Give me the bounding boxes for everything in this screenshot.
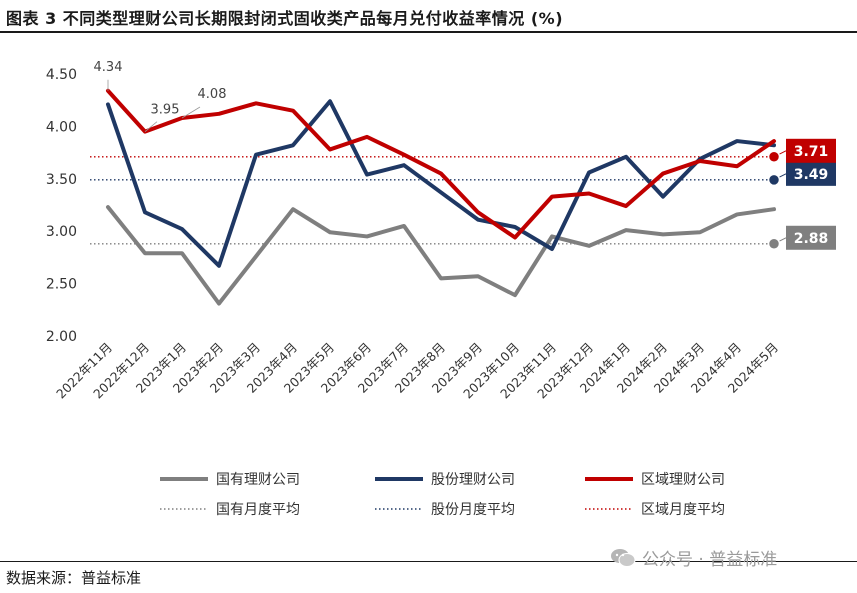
series-line bbox=[106, 88, 776, 240]
y-tick-label: 3.50 bbox=[46, 172, 77, 188]
source-note: 数据来源：普益标准 bbox=[6, 569, 142, 587]
legend-label: 股份理财公司 bbox=[431, 472, 515, 488]
average-value-label: 3.71 bbox=[794, 144, 829, 160]
legend-label: 区域月度平均 bbox=[641, 502, 725, 518]
y-tick-label: 4.00 bbox=[46, 119, 77, 135]
series-line bbox=[106, 99, 776, 268]
average-value-box bbox=[786, 225, 836, 250]
legend-label: 股份月度平均 bbox=[431, 502, 515, 518]
average-value-box bbox=[786, 138, 836, 163]
y-tick-label: 3.00 bbox=[46, 224, 77, 240]
average-marker bbox=[767, 237, 781, 251]
data-label: 3.95 bbox=[151, 103, 180, 118]
y-tick-label: 4.50 bbox=[46, 67, 77, 83]
chart-title: 图表 3 不同类型理财公司长期限封闭式固收类产品每月兑付收益率情况 (%) bbox=[6, 9, 564, 28]
annotation-leader bbox=[181, 106, 201, 119]
title-divider bbox=[0, 31, 857, 33]
average-value-label: 2.88 bbox=[794, 231, 829, 247]
legend-label: 国有月度平均 bbox=[216, 502, 300, 518]
series-line bbox=[106, 205, 776, 306]
average-value-box bbox=[786, 161, 836, 186]
average-marker bbox=[767, 173, 781, 187]
data-label: 4.34 bbox=[94, 60, 123, 75]
watermark-text: 公众号 · 普益标准 bbox=[642, 550, 778, 570]
source-divider bbox=[0, 561, 857, 562]
legend-label: 国有理财公司 bbox=[216, 472, 300, 488]
legend-label: 区域理财公司 bbox=[641, 472, 725, 488]
y-tick-label: 2.50 bbox=[46, 277, 77, 293]
watermark: 公众号 · 普益标准 bbox=[610, 545, 777, 570]
average-value-label: 3.49 bbox=[794, 167, 829, 183]
annotation-leader bbox=[144, 121, 158, 132]
average-marker bbox=[767, 150, 781, 164]
y-tick-label: 2.00 bbox=[46, 329, 77, 345]
wechat-icon bbox=[611, 548, 636, 567]
data-label: 4.08 bbox=[198, 87, 227, 102]
